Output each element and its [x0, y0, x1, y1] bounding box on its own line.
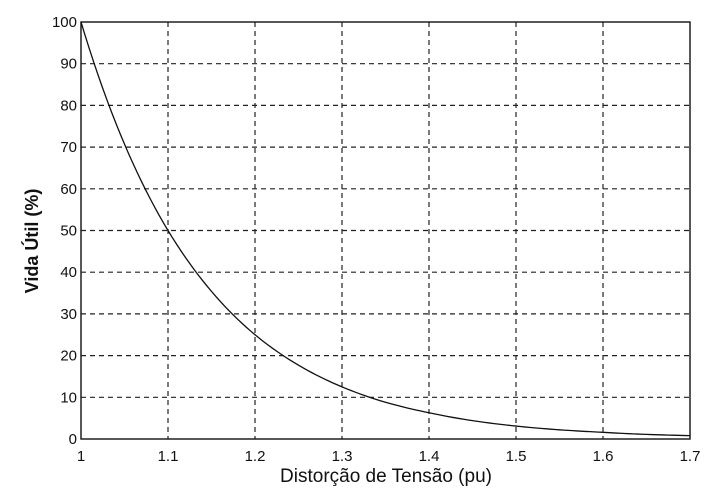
y-tick-label: 90 [60, 56, 77, 73]
x-tick-label: 1 [77, 448, 85, 465]
y-axis-label: Vida Útil (%) [21, 189, 42, 294]
y-tick-label: 50 [60, 223, 77, 240]
y-tick-label: 40 [60, 264, 77, 281]
y-tick-label: 70 [60, 139, 77, 156]
plot-frame [80, 21, 691, 440]
x-axis-label: Distorção de Tensão (pu) [280, 466, 492, 487]
x-tick-label: 1.6 [593, 448, 614, 465]
x-tick-label: 1.5 [506, 448, 527, 465]
y-tick-label: 10 [60, 389, 77, 406]
grid [81, 22, 690, 439]
x-tick-label: 1.7 [680, 448, 701, 465]
x-tick-label: 1.1 [158, 448, 179, 465]
y-tick-label: 80 [60, 97, 77, 114]
y-tick-label: 30 [60, 306, 77, 323]
y-tick-label: 20 [60, 348, 77, 365]
x-tick-label: 1.3 [332, 448, 353, 465]
series-line [80, 21, 691, 437]
x-tick-label: 1.2 [245, 448, 266, 465]
y-tick-label: 60 [60, 181, 77, 198]
y-axis-ticks: 0 10 20 30 40 50 60 70 80 90 100 [52, 14, 77, 448]
x-tick-label: 1.4 [419, 448, 440, 465]
y-tick-label: 0 [69, 431, 77, 448]
y-tick-label: 100 [52, 14, 77, 31]
x-axis-ticks: 1 1.1 1.2 1.3 1.4 1.5 1.6 1.7 [77, 448, 701, 465]
